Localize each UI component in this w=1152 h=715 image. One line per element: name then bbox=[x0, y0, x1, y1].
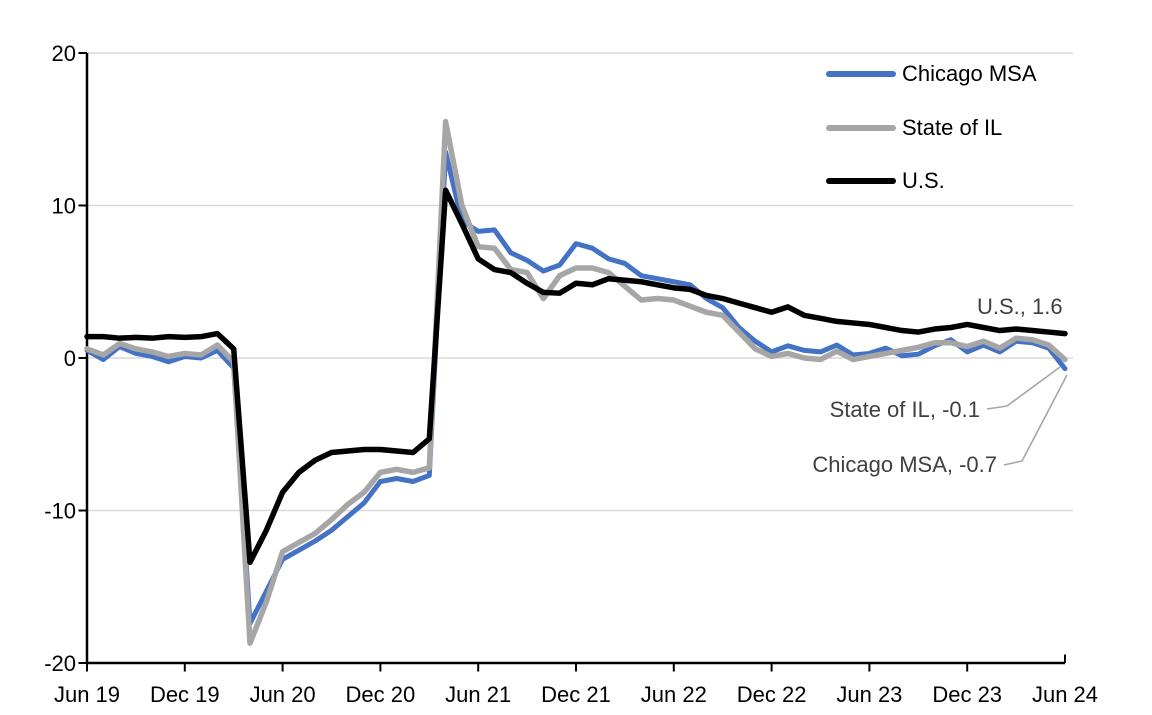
legend-swatch-chicago-msa bbox=[826, 71, 896, 77]
x-axis-label-jun-21: Jun 21 bbox=[445, 682, 511, 707]
x-axis-label-dec-21: Dec 21 bbox=[541, 682, 611, 707]
legend-swatch-state-of-il bbox=[826, 125, 896, 131]
leader-line-chicago-msa bbox=[1003, 374, 1068, 466]
annotation-chicago-msa-value: Chicago MSA, -0.7 bbox=[812, 452, 997, 477]
x-axis-label-dec-23: Dec 23 bbox=[932, 682, 1002, 707]
leader-line-state-of-il bbox=[986, 366, 1061, 410]
legend-label-chicago-msa: Chicago MSA bbox=[902, 61, 1037, 86]
x-axis-label-dec-19: Dec 19 bbox=[150, 682, 220, 707]
annotation-state-of-il-value: State of IL, -0.1 bbox=[829, 397, 980, 422]
y-axis-label-10: 10 bbox=[52, 194, 76, 219]
y-axis-label--10: -10 bbox=[44, 499, 76, 524]
y-axis-label--20: -20 bbox=[44, 651, 76, 676]
annotation-us-value: U.S., 1.6 bbox=[977, 294, 1063, 319]
x-axis-label-jun-19: Jun 19 bbox=[54, 682, 120, 707]
u-s-line bbox=[84, 187, 1068, 566]
legend-label-us: U.S. bbox=[902, 168, 945, 193]
x-axis-label-dec-20: Dec 20 bbox=[346, 682, 416, 707]
y-axis-label-0: 0 bbox=[64, 346, 76, 371]
state-of-il-line bbox=[84, 118, 1068, 646]
y-axis-label-20: 20 bbox=[52, 41, 76, 66]
x-axis-label-jun-20: Jun 20 bbox=[250, 682, 316, 707]
x-axis-label-jun-22: Jun 22 bbox=[641, 682, 707, 707]
x-axis-label-jun-24: Jun 24 bbox=[1032, 682, 1098, 707]
legend-label-state-of-il: State of IL bbox=[902, 115, 1003, 140]
x-axis-label-jun-23: Jun 23 bbox=[836, 682, 902, 707]
x-axis-label-dec-22: Dec 22 bbox=[737, 682, 807, 707]
legend-swatch-us bbox=[826, 178, 896, 184]
